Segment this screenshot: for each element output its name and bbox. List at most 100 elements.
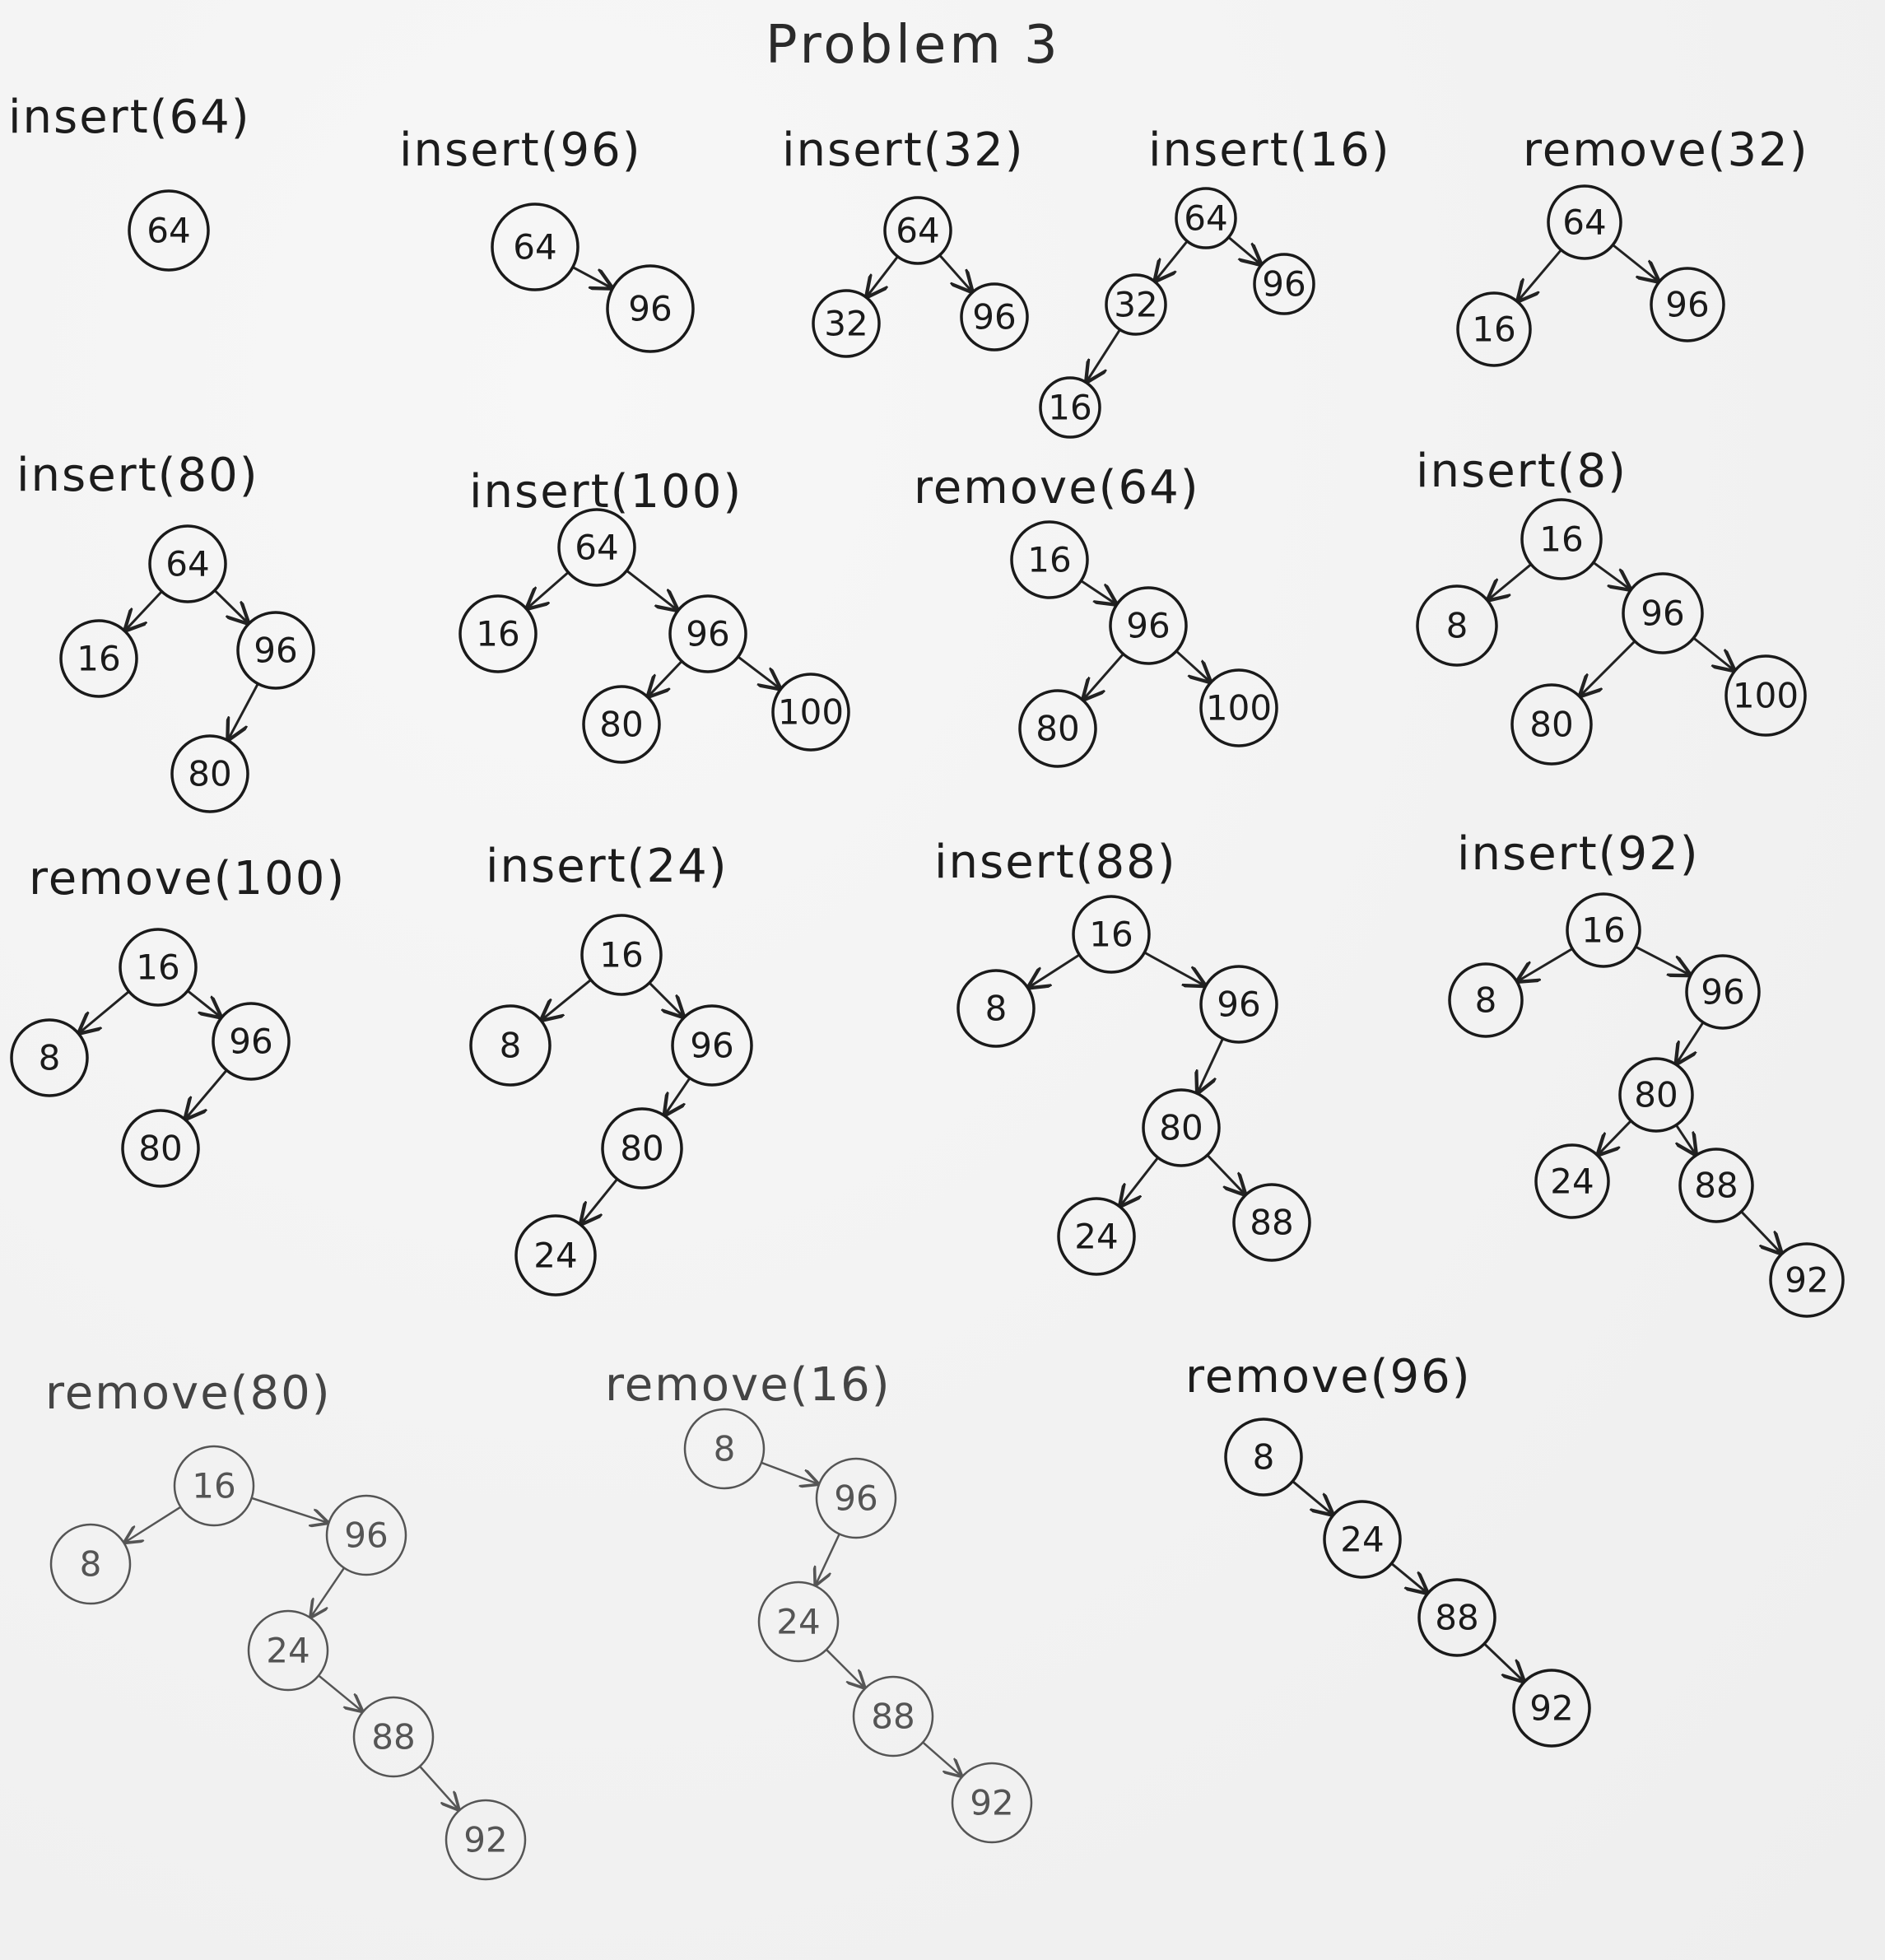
node-circle	[1510, 683, 1593, 766]
tree-edge-arrow	[1677, 1022, 1705, 1063]
node-value: 96	[1126, 606, 1170, 646]
node-value: 16	[136, 947, 179, 988]
node-value: 96	[254, 631, 297, 671]
tree-edge-arrow	[187, 989, 220, 1017]
node-circle	[1650, 267, 1725, 342]
tree-node: 64	[557, 508, 636, 587]
node-value: 80	[1159, 1108, 1203, 1148]
node-value: 64	[513, 227, 556, 268]
tree-node: 96	[671, 1004, 753, 1087]
node-value: 8	[1253, 1437, 1275, 1478]
node-circle	[1678, 1148, 1754, 1223]
tree-node: 80	[1018, 689, 1097, 768]
node-circle	[1057, 1197, 1136, 1276]
tree-edge-arrow	[1084, 653, 1124, 699]
tree-node: 8	[683, 1408, 766, 1490]
node-value: 96	[1262, 264, 1306, 305]
operation-label: remove(64)	[914, 461, 1200, 514]
node-value: 96	[686, 614, 729, 654]
node-circle	[1105, 273, 1167, 336]
node-circle	[1253, 253, 1315, 315]
tree-edge-arrow	[80, 990, 130, 1032]
node-value: 8	[1446, 606, 1468, 646]
tree-edge-arrow	[1390, 1562, 1427, 1592]
node-circle	[557, 508, 636, 587]
tree-node: 64	[1175, 187, 1237, 249]
node-value: 16	[1089, 915, 1133, 955]
tree-node: 32	[1105, 273, 1167, 336]
operation-label: remove(32)	[1523, 123, 1809, 177]
node-circle	[1018, 689, 1097, 768]
tree-edge-arrow	[938, 254, 972, 291]
tree-node: 8	[1416, 584, 1498, 667]
tree-edge-arrow	[626, 570, 677, 609]
node-value: 92	[1785, 1260, 1828, 1301]
tree-edge-arrow	[126, 590, 163, 630]
tree-node: 64	[883, 196, 952, 265]
node-value: 96	[1641, 594, 1684, 634]
tree-node: 100	[1199, 668, 1278, 747]
node-value: 8	[39, 1038, 61, 1078]
node-circle	[771, 673, 850, 752]
tree-node: 24	[1534, 1143, 1610, 1219]
node-circle	[247, 1609, 329, 1692]
node-circle	[1566, 892, 1641, 968]
node-circle	[458, 594, 538, 673]
tree-edge-arrow	[1692, 636, 1733, 670]
tree-node: 88	[852, 1675, 934, 1757]
tree-edge-arrow	[1227, 236, 1260, 263]
node-value: 96	[972, 297, 1016, 338]
node-circle	[119, 928, 198, 1007]
node-circle	[1416, 584, 1498, 667]
node-value: 96	[344, 1515, 388, 1556]
node-circle	[148, 524, 227, 603]
node-circle	[352, 1696, 435, 1778]
node-value: 16	[1027, 540, 1071, 580]
tree-edge-arrow	[1198, 1038, 1224, 1092]
tree-node: 24	[1323, 1500, 1402, 1579]
tree-node: 24	[247, 1609, 329, 1692]
operation-label: remove(96)	[1185, 1350, 1472, 1404]
tree-node: 16	[1010, 520, 1089, 599]
node-circle	[59, 619, 138, 698]
node-circle	[1622, 572, 1704, 654]
tree-node: 80	[1142, 1088, 1221, 1167]
node-value: 16	[1048, 388, 1091, 428]
operation-label: insert(16)	[1148, 123, 1391, 177]
tree-edge-arrow	[528, 571, 570, 608]
node-circle	[1323, 1500, 1402, 1579]
node-value: 32	[824, 304, 868, 344]
tree-node: 88	[1678, 1148, 1754, 1223]
tree-edge-arrow	[1292, 1480, 1332, 1514]
tree-edge-arrow	[649, 660, 683, 696]
node-circle	[1199, 668, 1278, 747]
tree-edge-arrow	[868, 255, 899, 296]
operation-label: remove(16)	[605, 1358, 891, 1412]
node-circle	[1618, 1057, 1694, 1133]
node-value: 88	[1435, 1598, 1478, 1638]
tree-edge-arrow	[572, 266, 612, 288]
node-value: 96	[628, 289, 672, 329]
tree-edge-arrow	[1156, 240, 1189, 280]
node-circle	[582, 685, 661, 764]
tree-edge-arrow	[1635, 945, 1689, 975]
tree-node: 24	[757, 1581, 840, 1663]
operation-label: insert(96)	[399, 123, 642, 177]
node-value: 64	[896, 211, 939, 251]
node-value: 24	[1074, 1217, 1118, 1257]
tree-node: 16	[1566, 892, 1641, 968]
tree-node: 24	[1057, 1197, 1136, 1276]
tree-node: 96	[668, 594, 747, 673]
tree-edge-arrow	[1592, 561, 1630, 589]
node-value: 88	[371, 1717, 415, 1757]
node-value: 92	[463, 1820, 507, 1860]
node-circle	[951, 1762, 1033, 1844]
tree-node: 92	[951, 1762, 1033, 1844]
tree-edge-arrow	[419, 1765, 458, 1809]
tree-node: 16	[1072, 895, 1151, 974]
tree-node: 16	[580, 914, 663, 996]
node-circle	[606, 264, 695, 353]
